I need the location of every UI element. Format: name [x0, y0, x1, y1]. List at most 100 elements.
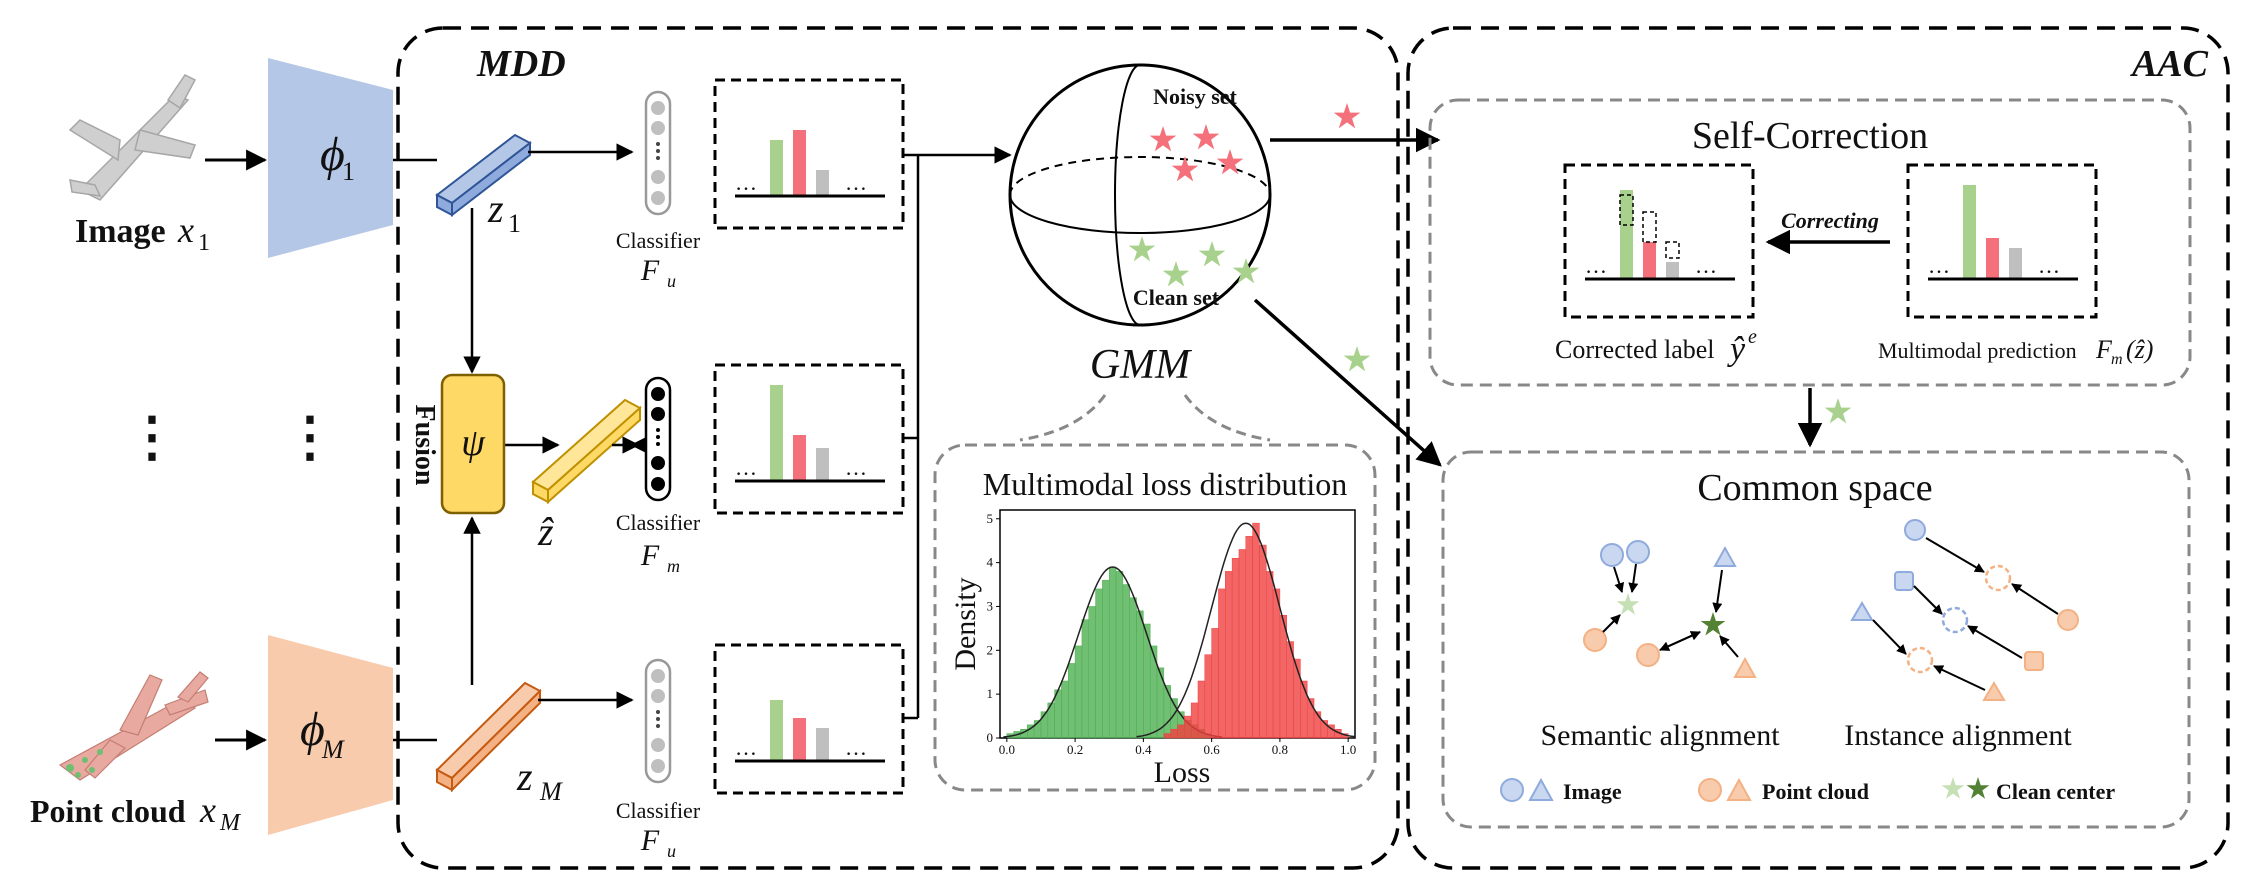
hist-bar-1-17: [1279, 614, 1287, 739]
arrow-clean-star: [1343, 346, 1371, 372]
zhat-label: ẑ: [537, 509, 554, 554]
multimodal-prediction-text: Multimodal prediction: [1878, 338, 2077, 363]
hist-bar-1-9: [1225, 571, 1233, 739]
point-var-sub: M: [219, 810, 242, 836]
feature-zM: [435, 681, 542, 793]
correcting-label: Correcting: [1781, 208, 1879, 233]
airplane-pointcloud-icon: [58, 671, 209, 781]
hist-bar-1-11: [1238, 549, 1247, 739]
image-var-sub: 1: [198, 230, 210, 256]
hist-bar-1-5: [1197, 680, 1206, 739]
y-tick-3: 3: [987, 598, 994, 613]
legend-clean-label: Clean center: [1996, 779, 2115, 804]
fusion-label: Fusion: [409, 405, 440, 486]
legend-point-label: Point cloud: [1762, 779, 1869, 804]
hist-bar-1-19: [1293, 658, 1301, 739]
aac-panel: [1406, 26, 2230, 870]
hist-bar-1-6: [1204, 654, 1212, 739]
svg-text:ϕ: ϕ: [320, 128, 345, 181]
hist-bar-0-12: [1088, 606, 1096, 739]
hist-bar-1-3: [1184, 715, 1192, 739]
zM-sub: M: [539, 777, 563, 806]
psi-label: ψ: [461, 422, 486, 464]
classifier-mid-F-sub: m: [667, 556, 680, 576]
hist-bar-0-8: [1061, 680, 1069, 739]
yhat-symbol: ŷ: [1727, 331, 1746, 368]
hist-bar-0-11: [1081, 619, 1090, 739]
corrected-label-box: … …: [1563, 163, 1755, 319]
x-tick-1: 0.2: [1067, 742, 1083, 757]
encoder-phi1: ϕ 1: [268, 58, 393, 258]
svg-text:M: M: [321, 735, 345, 764]
x-tick-3: 0.6: [1204, 742, 1221, 757]
hist-bar-1-15: [1266, 571, 1274, 739]
semantic-alignment-label: Semantic alignment: [1540, 719, 1780, 752]
x-axis-label: Loss: [1154, 756, 1211, 789]
z1-sub: 1: [508, 209, 521, 238]
prediction-box-mid: … …: [713, 363, 905, 515]
instance-alignment-label: Instance alignment: [1844, 719, 2072, 752]
y-tick-1: 1: [987, 686, 994, 701]
classifier-bottom-F: F: [640, 824, 660, 857]
classifier-top-F-sub: u: [667, 271, 676, 291]
svg-text:…: …: [845, 455, 867, 480]
classifier-bottom-label: Classifier: [616, 798, 701, 823]
legend-clean-star-dark-icon: [1966, 777, 1990, 799]
legend-clean-star-light-icon: [1941, 777, 1965, 799]
svg-text:…: …: [1928, 253, 1950, 278]
common-space-title: Common space: [1697, 467, 1932, 509]
svg-text:…: …: [845, 170, 867, 195]
semantic-alignment-graphic: [1583, 540, 1757, 678]
hist-bar-0-19: [1136, 610, 1144, 739]
hist-bar-1-20: [1300, 680, 1308, 739]
hist-bar-0-15: [1108, 566, 1117, 739]
legend-image-label: Image: [1563, 779, 1622, 804]
hist-bar-1-21: [1306, 698, 1315, 739]
mdd-panel: [396, 26, 1400, 870]
prediction-box-bottom: … …: [713, 643, 905, 795]
y-tick-5: 5: [987, 511, 994, 526]
x-tick-2: 0.4: [1135, 742, 1152, 757]
yhat-sup: e: [1748, 326, 1757, 348]
encoder-phiM: ϕ M: [268, 635, 393, 835]
Fm-symbol: F: [2095, 335, 2113, 364]
hist-bar-1-16: [1272, 588, 1281, 739]
Fm-sub: m: [2111, 351, 2123, 368]
classifier-bottom-F-sub: u: [667, 841, 676, 861]
vdots-left-2: ⋮: [283, 407, 337, 467]
arrow-noisy-star: [1333, 103, 1361, 129]
x-tick-0: 0.0: [999, 742, 1015, 757]
arrow-clean-to-common: [1253, 298, 1442, 467]
hist-bar-0-14: [1102, 579, 1110, 739]
legend-image-circle-icon: [1500, 778, 1524, 802]
hist-bar-1-1: [1170, 728, 1178, 739]
classifier-mid-label: Classifier: [616, 510, 701, 535]
svg-text:…: …: [735, 455, 757, 480]
merge-connector: [903, 146, 1012, 720]
x-tick-4: 0.8: [1272, 742, 1288, 757]
point-var: x: [199, 790, 216, 830]
arrow-corrected-star: [1824, 398, 1852, 424]
legend: Image Point cloud Clean center: [1500, 777, 2115, 804]
classifier-top-label: Classifier: [616, 228, 701, 253]
loss-panel: [933, 443, 1377, 792]
vdots-left-1: ⋮: [125, 407, 179, 467]
image-label: Image: [75, 213, 166, 250]
gmm-label: GMM: [1090, 342, 1192, 388]
image-var: x: [177, 210, 194, 250]
loss-panel-title: Multimodal loss distribution: [983, 466, 1347, 502]
loss-histogram: 0.0 0.2 0.4 0.6 0.8 1.0 0 1 2 3 4 5: [987, 509, 1356, 757]
feature-zhat: [531, 398, 642, 505]
classifier-mid-F: F: [640, 539, 660, 572]
svg-text:…: …: [1585, 253, 1607, 278]
hist-bar-1-22: [1313, 711, 1322, 739]
svg-text:…: …: [1695, 253, 1717, 278]
prediction-box-top: … …: [713, 78, 905, 230]
svg-text:ϕ: ϕ: [300, 703, 325, 756]
noisy-set-label: Noisy set: [1153, 84, 1237, 109]
clean-set-label: Clean set: [1133, 285, 1220, 310]
classifier-mid: [644, 376, 672, 502]
legend-image-triangle-icon: [1528, 777, 1554, 801]
common-space-panel: [1441, 450, 2191, 829]
